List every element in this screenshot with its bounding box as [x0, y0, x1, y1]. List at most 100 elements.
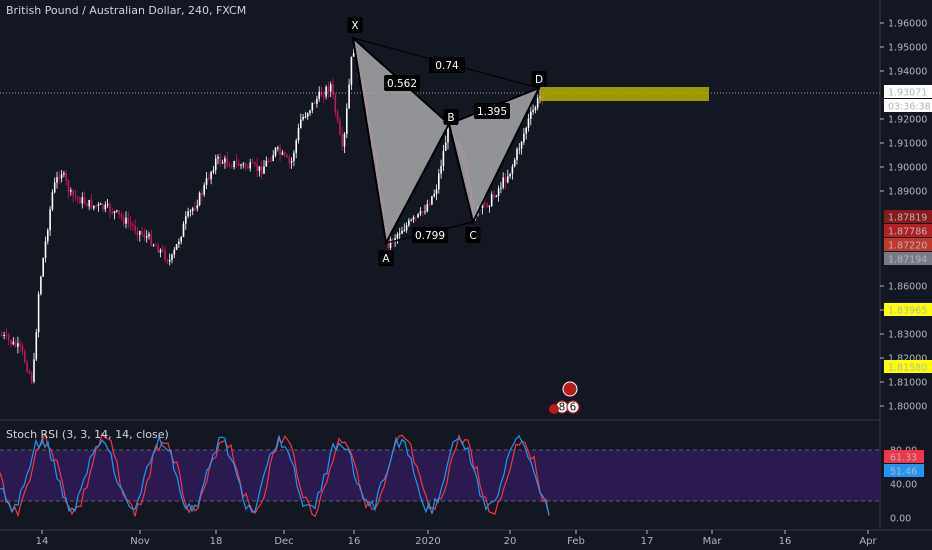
candle-body: [10, 340, 12, 345]
candle-body: [511, 166, 514, 174]
candle-body: [219, 156, 222, 164]
time-tick-label: 2020: [415, 536, 440, 547]
candle-body: [189, 210, 192, 212]
candle-body: [484, 201, 486, 204]
pattern-point-b-bg: [443, 109, 459, 125]
candle-body: [7, 334, 10, 341]
pattern-point-d-bg: [531, 71, 547, 87]
candle-body: [240, 164, 242, 166]
price-label-bg: [884, 224, 932, 237]
candle-body: [339, 120, 341, 134]
candle-body: [311, 102, 314, 111]
candle-body: [17, 343, 19, 347]
price-tick-label: 1.86000: [888, 282, 927, 293]
candle-body: [327, 86, 330, 92]
pattern-ratio-label: 0.562: [384, 75, 420, 91]
candle-body: [279, 147, 281, 155]
candle-body: [525, 127, 527, 134]
time-axis[interactable]: 14 Nov 18 Dec 16 2020 20 Feb 17 Mar 16 Apr: [36, 530, 878, 547]
time-tick-label: 16: [348, 536, 361, 547]
candle-body: [231, 166, 233, 168]
pattern-point-d: D: [531, 71, 547, 87]
pattern-ratio-label: 1.395: [474, 103, 510, 119]
candle-body: [267, 160, 270, 162]
candle-body: [129, 223, 132, 225]
candle-body: [132, 224, 134, 226]
candle-body: [145, 236, 148, 238]
candle-body: [244, 163, 247, 167]
candle-body: [99, 203, 102, 205]
harmonic-pattern[interactable]: X A B C D 0.562 0.74 1.395 0.799 8 6: [347, 17, 580, 414]
candle-body: [532, 110, 534, 112]
target-zone[interactable]: [540, 87, 709, 101]
price-label-bg: [884, 360, 932, 373]
price-label: 03:36:38: [888, 102, 931, 113]
pattern-ratio-label-bg: [429, 57, 465, 73]
candle-body: [49, 209, 51, 231]
price-tick-label: 1.91000: [888, 139, 927, 150]
price-label: 1.83965: [888, 306, 927, 317]
price-label-bg: [884, 85, 932, 98]
candle-body: [403, 230, 406, 232]
candle-body: [256, 164, 258, 171]
candle-body: [495, 195, 498, 197]
candle-body: [290, 161, 293, 163]
candle-body: [288, 157, 291, 163]
candle-body: [214, 158, 217, 171]
candle-body: [37, 294, 40, 333]
price-label: 1.87786: [888, 227, 927, 238]
candle-body: [398, 233, 401, 235]
time-tick-label: Apr: [859, 536, 877, 547]
candle-body: [263, 166, 265, 174]
candle-body: [1, 335, 3, 336]
candle-body: [410, 219, 412, 221]
candle-body: [260, 166, 263, 174]
candle-body: [178, 241, 180, 245]
candle-body: [502, 177, 504, 188]
candle-body: [325, 86, 327, 97]
price-tick-label: 1.82000: [888, 354, 927, 365]
candle-body: [274, 147, 277, 156]
candle-body: [426, 204, 429, 212]
candle-body: [336, 112, 339, 121]
time-tick-label: 14: [36, 536, 49, 547]
candle-body: [504, 177, 507, 183]
price-tick-label: 1.83000: [888, 330, 927, 341]
candle-body: [205, 178, 208, 185]
candle-body: [346, 108, 348, 134]
candle-body: [159, 249, 162, 253]
candle-body: [277, 147, 279, 149]
rsi-tick-label: 40.00: [890, 480, 917, 491]
candle-body: [224, 158, 226, 163]
rsi-value-bg: [884, 464, 924, 477]
candle-body: [148, 234, 150, 237]
candle-body: [143, 234, 146, 238]
candle-body: [424, 211, 426, 213]
pattern-point-a: A: [378, 250, 394, 266]
candle-body: [323, 96, 325, 98]
candle-body: [127, 217, 130, 224]
candle-body: [341, 133, 343, 147]
candle-body: [297, 127, 300, 141]
candle-body: [90, 200, 93, 209]
pattern-point-b: B: [443, 109, 459, 125]
price-tick-label: 1.80000: [888, 402, 927, 413]
candle-body: [442, 150, 445, 167]
candle-body: [40, 276, 42, 295]
candle-body: [530, 111, 532, 119]
candle-body: [212, 170, 215, 172]
event-badge[interactable]: [566, 400, 580, 414]
flag-event-icon[interactable]: [549, 404, 559, 414]
pattern-ratio-label-text: 0.562: [387, 78, 417, 90]
flag-event-icon[interactable]: [562, 381, 578, 397]
candle-body: [394, 238, 396, 242]
candle-body: [270, 160, 272, 162]
price-labels: 1.93071 03:36:38 1.87819 1.87786 1.87220 1.87…: [884, 85, 932, 374]
candle-body: [235, 161, 238, 163]
candle-body: [527, 118, 530, 128]
candle-body: [405, 225, 408, 231]
candle-body: [56, 177, 58, 183]
candle-body: [523, 133, 525, 142]
